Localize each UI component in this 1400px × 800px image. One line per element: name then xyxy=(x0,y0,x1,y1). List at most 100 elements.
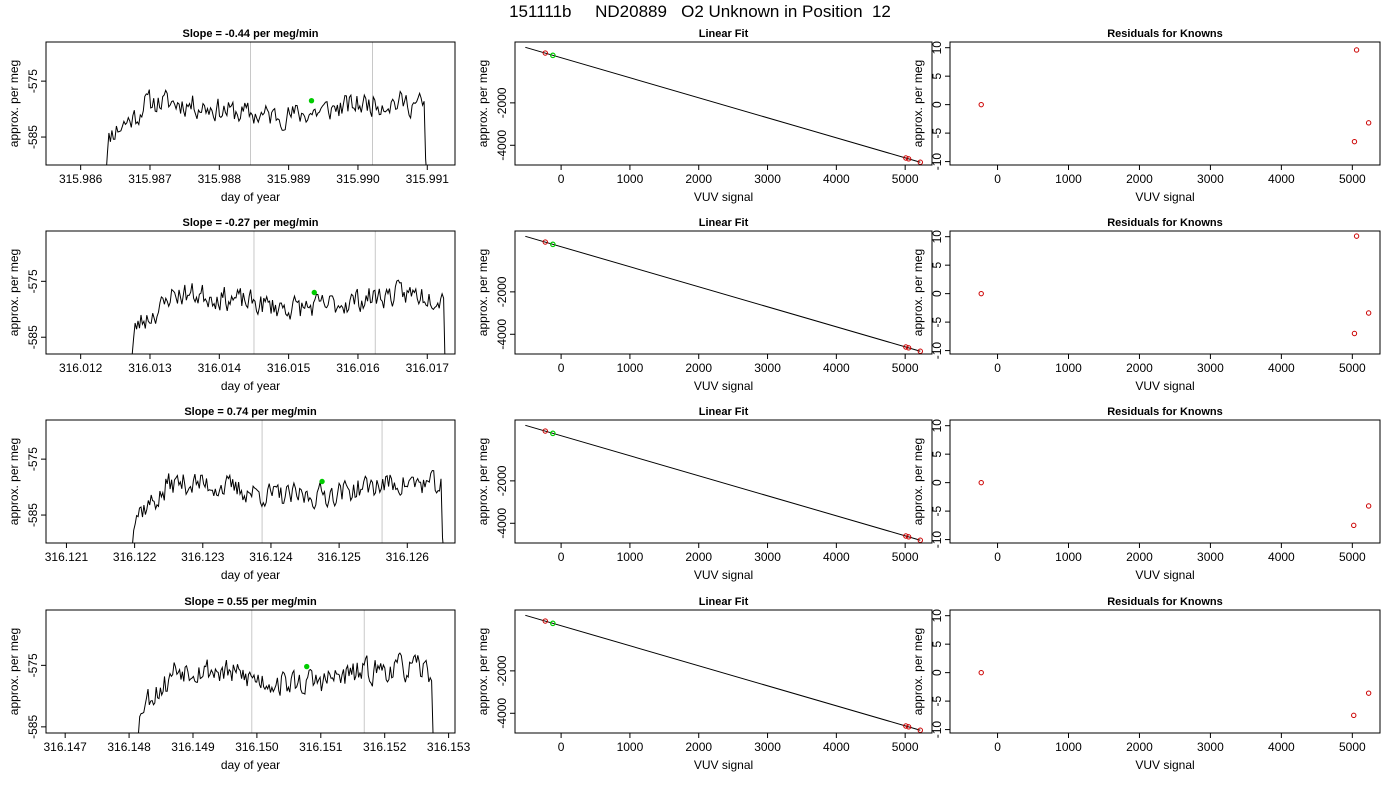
x-tick-label: 2000 xyxy=(685,172,712,186)
y-tick-label: -2000 xyxy=(495,87,509,118)
x-tick-label: 316.015 xyxy=(267,361,311,375)
y-tick-label: 0 xyxy=(930,290,944,297)
y-axis-label: approx. per meg xyxy=(7,249,21,336)
panel-row1-residuals: Residuals for Knowns 0 1000 2000 3000 4000 500… xyxy=(911,28,1381,204)
known-point xyxy=(1353,233,1360,239)
plot-frame xyxy=(949,419,1381,544)
x-tick-label: 316.152 xyxy=(363,740,407,754)
y-axis-label: approx. per meg xyxy=(476,60,490,147)
unknown-point xyxy=(550,241,556,248)
known-point xyxy=(1351,138,1358,145)
x-tick-label: 3000 xyxy=(754,550,781,564)
y-tick-label: -10 xyxy=(930,721,944,739)
y-tick-label: -5 xyxy=(930,127,944,138)
known-point xyxy=(917,537,924,543)
y-axis-label: approx. per meg xyxy=(7,628,21,715)
panel-row3-timeseries: Slope = 0.74 per meg/min 316.121 316.122 31… xyxy=(7,406,456,582)
unknown-point xyxy=(550,620,556,627)
panel-row4-linearfit: Linear Fit 0 1000 2000 3000 4000 5000 -2000 -400… xyxy=(476,596,933,772)
plot-content xyxy=(525,614,924,733)
known-point xyxy=(1351,522,1357,529)
y-tick-label: -585 xyxy=(26,125,40,149)
plot-frame xyxy=(45,41,456,166)
y-tick-label: 0 xyxy=(930,479,944,486)
x-axis-label: VUV signal xyxy=(694,379,753,393)
y-tick-label: 5 xyxy=(930,641,944,648)
unknown-marker xyxy=(304,663,310,670)
x-tick-label: 4000 xyxy=(1268,361,1295,375)
y-axis-label: approx. per meg xyxy=(476,438,490,525)
panel-row3-linearfit: Linear Fit 0 1000 2000 3000 4000 5000 -2000 -400… xyxy=(476,406,933,582)
panel-row1-linearfit: Linear Fit 0 1000 2000 3000 4000 5000 -2000 -400… xyxy=(476,28,933,204)
x-tick-label: 4000 xyxy=(823,550,850,564)
x-axis-label: day of year xyxy=(221,190,280,204)
x-tick-label: 316.014 xyxy=(198,361,242,375)
x-tick-label: 3000 xyxy=(1197,172,1224,186)
x-tick-label: 0 xyxy=(558,740,565,754)
x-tick-label: 316.125 xyxy=(317,550,361,564)
x-tick-label: 4000 xyxy=(1268,550,1295,564)
known-point xyxy=(917,727,924,733)
panel-title: Linear Fit xyxy=(699,596,749,608)
x-tick-label: 1000 xyxy=(617,550,644,564)
x-axis-label: VUV signal xyxy=(1135,379,1194,393)
x-axis-label: day of year xyxy=(221,379,280,393)
y-axis-label: approx. per meg xyxy=(911,249,925,336)
panel-row3-residuals: Residuals for Knowns 0 1000 2000 3000 4000 500… xyxy=(911,406,1381,582)
x-tick-label: 5000 xyxy=(1339,740,1366,754)
y-axis-label: approx. per meg xyxy=(7,60,21,147)
x-tick-label: 316.121 xyxy=(45,550,89,564)
known-point xyxy=(903,155,909,161)
panel-row4-residuals: Residuals for Knowns 0 1000 2000 3000 4000 500… xyxy=(911,596,1381,772)
panel-title: Slope = 0.55 per meg/min xyxy=(184,596,317,608)
panel-title: Slope = 0.74 per meg/min xyxy=(184,406,317,418)
plot-content xyxy=(978,479,1372,529)
x-tick-label: 316.012 xyxy=(59,361,103,375)
plot-content xyxy=(525,424,924,543)
panel-row2-residuals: Residuals for Knowns 0 1000 2000 3000 4000 500… xyxy=(911,217,1381,393)
panel-title: Slope = -0.44 per meg/min xyxy=(182,28,318,40)
known-point xyxy=(978,669,984,676)
x-tick-label: 5000 xyxy=(892,361,919,375)
fit-line xyxy=(525,46,921,163)
x-tick-label: 0 xyxy=(558,172,565,186)
known-point xyxy=(903,344,909,350)
y-tick-label: 5 xyxy=(930,451,944,458)
panel-row2-timeseries: Slope = -0.27 per meg/min 316.012 316.013 3… xyxy=(7,217,456,393)
known-point xyxy=(917,159,924,165)
known-point xyxy=(1365,310,1372,316)
unknown-point xyxy=(550,52,556,59)
x-tick-label: 316.013 xyxy=(128,361,172,375)
x-tick-label: 315.990 xyxy=(336,172,380,186)
y-tick-label: -575 xyxy=(26,69,40,93)
x-tick-label: 0 xyxy=(994,740,1001,754)
plot-frame xyxy=(949,609,1381,734)
x-tick-label: 0 xyxy=(558,361,565,375)
y-tick-label: -10 xyxy=(930,153,944,171)
x-tick-label: 2000 xyxy=(685,740,712,754)
plot-content xyxy=(978,47,1372,145)
y-tick-label: -2000 xyxy=(495,465,509,496)
x-tick-label: 5000 xyxy=(1339,361,1366,375)
panel-row4-timeseries: Slope = 0.55 per meg/min 316.147 316.148 31… xyxy=(7,596,471,772)
y-axis-label: approx. per meg xyxy=(7,438,21,525)
x-axis-label: VUV signal xyxy=(694,190,753,204)
known-point xyxy=(905,534,912,540)
x-tick-label: 316.016 xyxy=(336,361,380,375)
x-tick-label: 5000 xyxy=(892,740,919,754)
data-trace xyxy=(132,469,444,543)
x-tick-label: 4000 xyxy=(823,361,850,375)
y-tick-label: 10 xyxy=(930,41,944,55)
y-tick-label: 5 xyxy=(930,262,944,269)
x-tick-label: 5000 xyxy=(1339,550,1366,564)
y-tick-label: -4000 xyxy=(495,319,509,350)
known-point xyxy=(903,723,909,729)
panel-title: Slope = -0.27 per meg/min xyxy=(182,217,318,229)
known-point xyxy=(542,50,548,56)
x-tick-label: 3000 xyxy=(754,361,781,375)
unknown-point xyxy=(550,430,556,437)
page-title: 151111b ND20889 O2 Unknown in Position 1… xyxy=(509,2,891,21)
known-point xyxy=(1351,330,1358,337)
x-tick-label: 5000 xyxy=(892,172,919,186)
x-tick-label: 316.151 xyxy=(299,740,343,754)
